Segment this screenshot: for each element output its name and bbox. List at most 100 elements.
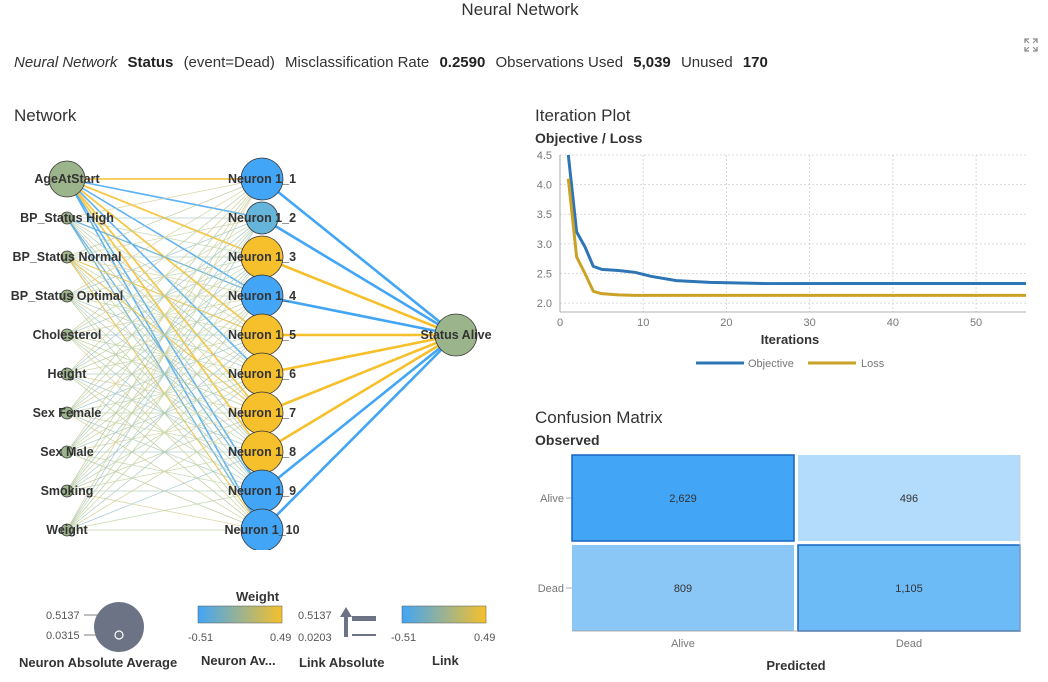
output-node[interactable] xyxy=(434,313,478,357)
input-node[interactable] xyxy=(60,211,74,225)
iteration-lines xyxy=(566,154,1026,297)
y-tick-label: 2.0 xyxy=(537,298,552,310)
iteration-plot-title: Iteration Plot xyxy=(535,106,631,125)
input-node[interactable] xyxy=(48,160,86,198)
x-tick-label: 0 xyxy=(557,317,563,329)
hidden-neuron-label: Neuron 1_2 xyxy=(228,211,296,225)
input-hidden-link xyxy=(66,178,263,414)
network-title: Network xyxy=(14,106,77,125)
y-tick-label: 3.5 xyxy=(537,209,552,221)
model-summary: Neural Network Status (event=Dead) Miscl… xyxy=(14,54,774,71)
x-tick-label: 50 xyxy=(970,317,982,329)
x-tick-label: 10 xyxy=(637,317,649,329)
link-max: 0.49 xyxy=(474,632,495,644)
y-tick-label: 2.5 xyxy=(537,268,552,280)
neuron-size-small-circle xyxy=(114,630,124,640)
misclass-label: Misclassification Rate xyxy=(285,54,430,71)
input-node-label: AgeAtStart xyxy=(34,172,100,186)
confusion-cell-value: 809 xyxy=(674,583,692,595)
hidden-neuron-label: Neuron 1_3 xyxy=(228,250,296,264)
input-node-label: Sex Female xyxy=(33,406,102,420)
iteration-plot-subtitle: Objective / Loss xyxy=(535,130,643,146)
iteration-ticks: 2.0 2.5 3.0 3.5 4.0 4.5 0 10 20 30 40 50 xyxy=(537,150,982,329)
y-tick-label: 3.0 xyxy=(537,239,552,251)
input-node[interactable] xyxy=(60,328,74,342)
neuron-abs-avg-legend: 0.5137 0.0315 Neuron Absolute Average xyxy=(19,602,177,670)
target-label: Status xyxy=(127,54,174,71)
network-diagram: AgeAtStart BP_Status High BP_Status Normal… xyxy=(11,157,492,550)
event-label: (event=Dead) xyxy=(183,54,275,71)
link-legend: -0.51 0.49 Link xyxy=(391,605,495,668)
hidden-neuron-label: Neuron 1_9 xyxy=(228,484,296,498)
input-hidden-link xyxy=(66,178,263,375)
input-node[interactable] xyxy=(60,523,74,537)
y-tick-label: 4.5 xyxy=(537,150,552,162)
hidden-output-link xyxy=(261,333,457,376)
confusion-matrix-title: Confusion Matrix xyxy=(535,408,663,427)
hidden-neuron-node[interactable] xyxy=(240,508,284,550)
page-title: Neural Network xyxy=(461,0,579,19)
link-thickness-arrow xyxy=(340,607,352,637)
input-node-label: Sex Male xyxy=(40,445,94,459)
input-hidden-link xyxy=(66,451,263,531)
input-node[interactable] xyxy=(60,250,74,264)
neuron-avg-gradient xyxy=(197,605,283,624)
hidden-nodes: Neuron 1_1 Neuron 1_2 Neuron 1_3 Neuron 1_4… xyxy=(224,157,300,550)
iteration-x-label: Iterations xyxy=(761,332,820,347)
link-gradient xyxy=(401,605,487,624)
output-node-label: Status Alive xyxy=(420,328,491,342)
input-hidden-link xyxy=(66,178,263,531)
hidden-output-link xyxy=(261,333,457,454)
neuron-avg-legend: Weight -0.51 0.49 Neuron Av... xyxy=(188,589,291,668)
hidden-neuron-label: Neuron 1_6 xyxy=(228,367,296,381)
confusion-cell[interactable] xyxy=(572,545,794,631)
neuron-avg-min: -0.51 xyxy=(188,632,213,644)
hidden-neuron-node[interactable] xyxy=(240,157,284,201)
confusion-cell[interactable] xyxy=(571,454,795,542)
unused-label: Unused xyxy=(680,54,733,71)
input-hidden-link xyxy=(66,178,263,297)
input-node-label: BP_Status Optimal xyxy=(11,289,124,303)
hidden-neuron-label: Neuron 1_7 xyxy=(228,406,296,420)
input-node[interactable] xyxy=(60,367,74,381)
link-label: Link xyxy=(432,653,459,668)
neuron-abs-min: 0.0315 xyxy=(46,630,80,642)
input-node-label: BP_Status Normal xyxy=(12,250,121,264)
hidden-output-link xyxy=(261,334,457,531)
row-label: Alive xyxy=(540,493,564,505)
link-min: -0.51 xyxy=(391,632,416,644)
unused-value: 170 xyxy=(742,54,768,71)
confusion-cell-value: 1,105 xyxy=(895,583,923,595)
link-abs-label: Link Absolute xyxy=(299,655,384,670)
loss-legend-label: Loss xyxy=(861,358,885,370)
expand-icon[interactable] xyxy=(1024,38,1038,52)
input-hidden-link xyxy=(66,178,263,258)
input-node[interactable] xyxy=(60,484,74,498)
row-label: Dead xyxy=(538,583,564,595)
weight-legend-title: Weight xyxy=(236,589,280,604)
link-abs-max: 0.5137 xyxy=(298,610,332,622)
hidden-neuron-node[interactable] xyxy=(245,201,279,235)
x-tick-label: 40 xyxy=(887,317,899,329)
confusion-predicted-label: Predicted xyxy=(766,658,825,673)
confusion-cell[interactable] xyxy=(797,544,1021,632)
input-hidden-link xyxy=(66,178,263,492)
model-name: Neural Network xyxy=(14,54,118,71)
input-node[interactable] xyxy=(60,406,74,420)
input-node[interactable] xyxy=(60,289,74,303)
loss-series-line xyxy=(566,178,1026,297)
input-hidden-link xyxy=(66,334,263,531)
neuron-size-large-circle xyxy=(94,602,144,652)
output-links xyxy=(261,177,457,531)
hidden-neuron-label: Neuron 1_10 xyxy=(224,523,299,537)
obs-used-value: 5,039 xyxy=(633,54,671,71)
obs-used-label: Observations Used xyxy=(495,54,624,71)
confusion-cell[interactable] xyxy=(798,455,1020,541)
x-tick-label: 20 xyxy=(720,317,732,329)
input-hidden-link xyxy=(66,178,263,453)
input-hidden-link xyxy=(66,295,263,531)
input-node[interactable] xyxy=(60,445,74,459)
input-node-label: Smoking xyxy=(41,484,94,498)
hidden-neuron-label: Neuron 1_1 xyxy=(228,172,296,186)
input-nodes: AgeAtStart BP_Status High BP_Status Normal… xyxy=(11,160,124,537)
